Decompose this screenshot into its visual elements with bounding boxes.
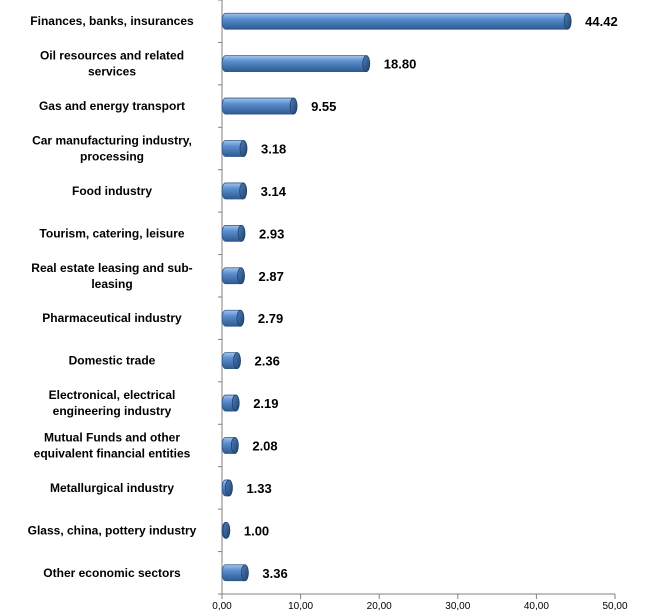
bar-end-cap — [231, 394, 240, 412]
category-label-line: Tourism, catering, leisure — [39, 226, 184, 240]
value-label: 2.36 — [255, 354, 280, 369]
bar-end-cap — [230, 437, 239, 454]
x-tick-label: 0,00 — [212, 601, 232, 612]
bar-body — [221, 267, 242, 285]
bar — [221, 479, 233, 497]
category-label: Car manufacturing industry, processing — [32, 134, 192, 164]
category-label: Food industry — [72, 184, 152, 198]
category-label: Tourism, catering, leisure — [39, 226, 184, 240]
x-tick-label: 50,00 — [602, 601, 627, 612]
value-label: 1.33 — [246, 481, 271, 496]
bar-body — [221, 12, 569, 30]
bar-end-cap — [563, 12, 572, 30]
bar-body — [221, 140, 244, 157]
category-label: Mutual Funds and other equivalent financi… — [34, 431, 191, 461]
bar-body — [221, 224, 242, 242]
category-label: Pharmaceutical industry — [42, 311, 182, 325]
category-label-line: services — [88, 65, 136, 79]
category-label-line: Gas and energy transport — [39, 99, 185, 113]
bars — [221, 12, 572, 582]
bar-end-cap — [236, 309, 245, 327]
bar — [221, 394, 240, 412]
category-label-line: Metallurgical industry — [50, 481, 174, 495]
category-label-line: Food industry — [72, 184, 152, 198]
bar — [221, 267, 245, 285]
axes — [218, 0, 615, 599]
bar-body — [221, 564, 246, 582]
value-label: 9.55 — [311, 99, 336, 114]
category-label-line: leasing — [91, 277, 132, 291]
bar-end-cap — [289, 97, 298, 115]
category-label: Real estate leasing and sub-leasing — [31, 261, 192, 291]
value-label: 2.87 — [259, 269, 284, 284]
x-tick-label: 40,00 — [524, 601, 549, 612]
value-label: 2.08 — [252, 439, 277, 454]
bar-body — [221, 352, 238, 370]
bar — [221, 182, 248, 200]
category-label-line: Car manufacturing industry, — [32, 134, 192, 148]
category-label: Glass, china, pottery industry — [28, 523, 197, 537]
bar — [221, 55, 371, 73]
category-label: Domestic trade — [69, 354, 156, 368]
value-labels: 44.42 18.80 9.55 3.18 3.14 2.93 2.87 2.79 2.36 2.… — [244, 14, 618, 581]
bar — [221, 352, 241, 370]
category-labels: Finances, banks, insurances Oil resources… — [28, 14, 197, 580]
x-tick-label: 10,00 — [288, 601, 313, 612]
category-label-line: equivalent financial entities — [34, 447, 191, 461]
category-label: Finances, banks, insurances — [30, 14, 194, 28]
bar — [221, 12, 572, 30]
bar-end-cap — [237, 267, 245, 285]
bar — [221, 97, 298, 115]
category-label-line: Other economic sectors — [43, 566, 181, 580]
value-label: 2.19 — [253, 396, 278, 411]
x-tick-label: 20,00 — [367, 601, 392, 612]
bar — [221, 224, 246, 242]
value-label: 2.93 — [259, 226, 284, 241]
bar-end-cap — [239, 140, 248, 157]
x-axis-ticks: 0,00 10,00 20,00 30,00 40,00 50,00 — [212, 594, 628, 612]
category-label-line: Real estate leasing and sub- — [31, 261, 192, 275]
value-label: 3.36 — [262, 566, 287, 581]
bar-end-cap — [241, 564, 249, 582]
category-label-line: Glass, china, pottery industry — [28, 523, 197, 537]
bar-end-cap — [225, 479, 233, 497]
category-label-line: processing — [80, 150, 144, 164]
value-label: 18.80 — [384, 57, 417, 72]
category-label-line: Electronical, electrical — [49, 388, 176, 402]
value-label: 3.14 — [261, 184, 287, 199]
bar-body — [221, 55, 367, 73]
bar-body — [221, 309, 241, 327]
category-label: Gas and energy transport — [39, 99, 185, 113]
category-label: Metallurgical industry — [50, 481, 174, 495]
category-label: Electronical, electrical engineering indu… — [49, 388, 176, 418]
x-tick-label: 30,00 — [445, 601, 470, 612]
bar — [221, 437, 239, 454]
bar — [221, 309, 245, 327]
bar-end-cap — [362, 55, 371, 73]
bar-end-cap — [237, 224, 246, 242]
category-label-line: engineering industry — [53, 404, 172, 418]
value-label: 1.00 — [244, 523, 269, 538]
bar — [221, 564, 249, 582]
bar-end-cap — [239, 182, 248, 200]
category-label-line: Mutual Funds and other — [44, 431, 180, 445]
value-label: 2.79 — [258, 311, 283, 326]
bar-body — [221, 182, 244, 200]
category-label-line: Oil resources and related — [40, 49, 184, 63]
category-label: Other economic sectors — [43, 566, 181, 580]
category-label-line: Pharmaceutical industry — [42, 311, 182, 325]
category-label-line: Domestic trade — [69, 354, 156, 368]
category-label-line: Finances, banks, insurances — [30, 14, 194, 28]
bar-body — [221, 97, 294, 115]
value-label: 3.18 — [261, 142, 286, 157]
bar — [221, 140, 248, 157]
bar-end-cap — [222, 521, 231, 539]
category-label: Oil resources and related services — [40, 49, 184, 79]
bar-end-cap — [233, 352, 241, 370]
value-label: 44.42 — [585, 14, 618, 29]
bar — [221, 521, 231, 539]
